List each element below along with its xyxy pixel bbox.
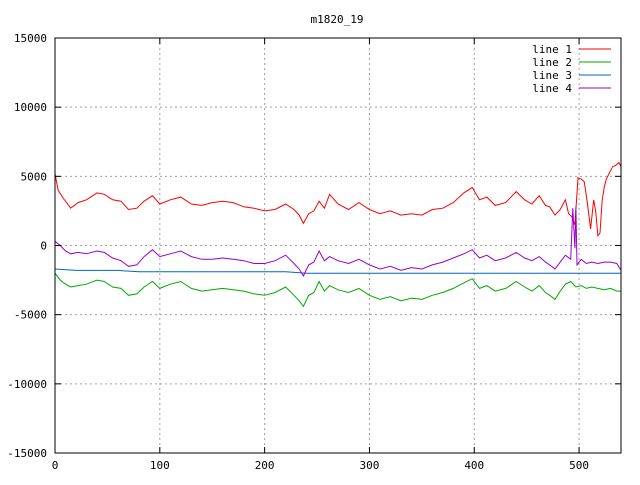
y-tick-label: -5000 — [14, 309, 47, 322]
y-tick-label: 10000 — [14, 101, 47, 114]
x-tick-label: 500 — [569, 459, 589, 472]
series-line-1 — [54, 161, 622, 238]
y-tick-label: 15000 — [14, 32, 47, 45]
legend-label: line 2 — [532, 56, 572, 69]
grid-lines — [55, 38, 621, 453]
series-line-2 — [54, 272, 621, 308]
legend-label: line 4 — [532, 82, 572, 95]
y-tick-label: 5000 — [21, 170, 48, 183]
y-tick-label: -15000 — [7, 447, 47, 460]
y-tick-label: -10000 — [7, 378, 47, 391]
legend-label: line 3 — [532, 69, 572, 82]
series-lines — [54, 161, 622, 308]
x-axis-ticks: 0 100 200 300 400 500 — [52, 38, 589, 472]
series-line-4 — [54, 206, 622, 277]
x-tick-label: 0 — [52, 459, 59, 472]
x-tick-label: 100 — [150, 459, 170, 472]
x-tick-label: 200 — [255, 459, 275, 472]
y-axis-ticks: -15000 -10000 -5000 0 5000 10000 15000 — [7, 32, 621, 460]
x-tick-label: 400 — [464, 459, 484, 472]
legend-label: line 1 — [532, 43, 572, 56]
chart-title: m1820_19 — [311, 13, 364, 26]
x-tick-label: 300 — [360, 459, 380, 472]
series-line-3 — [54, 268, 621, 274]
y-tick-label: 0 — [40, 240, 47, 253]
